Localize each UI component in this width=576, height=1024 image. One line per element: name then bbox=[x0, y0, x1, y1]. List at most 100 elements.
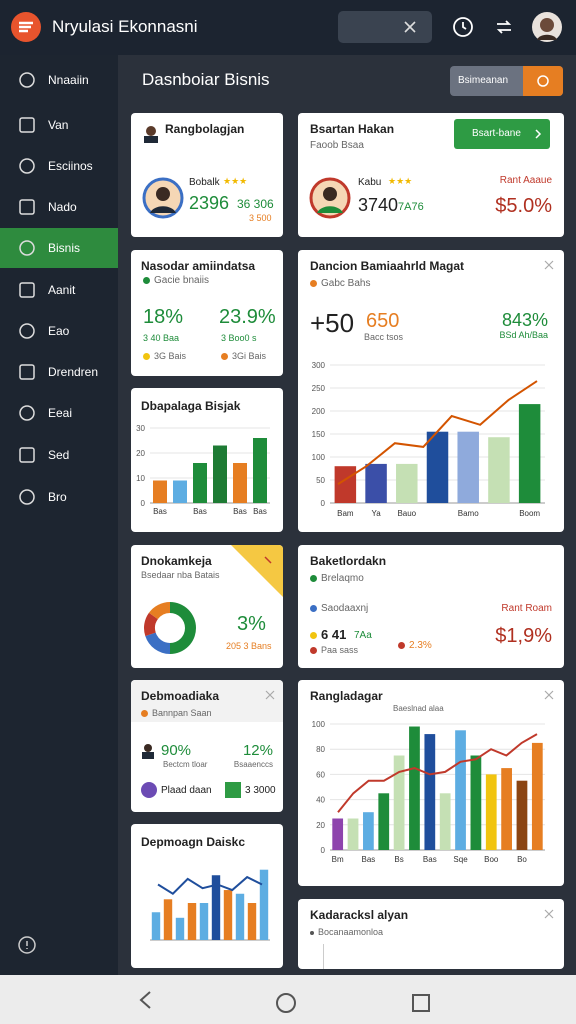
mini-avatar bbox=[144, 126, 158, 143]
sidebar-item[interactable]: Nnaaiin bbox=[0, 60, 118, 100]
bar bbox=[153, 480, 167, 503]
key-item: 3Gi Bais bbox=[221, 351, 266, 361]
close-icon[interactable] bbox=[544, 260, 554, 270]
history-icon[interactable] bbox=[452, 16, 474, 38]
legend-item: Bocanaamonloa bbox=[310, 927, 383, 937]
back-button[interactable] bbox=[138, 991, 154, 1009]
market-chart: 0 50 100 150 200 250 300 Bam Ya Bauo Bamo Boom bbox=[312, 361, 545, 518]
sidebar-label: Nnaaiin bbox=[48, 73, 89, 87]
bar bbox=[426, 431, 449, 503]
sidebar-item[interactable]: Esciinos bbox=[0, 146, 118, 186]
profile-stars: ★★★ bbox=[388, 177, 413, 187]
y-tick-label: 80 bbox=[316, 745, 325, 754]
sidebar-item[interactable]: Bisnis bbox=[0, 228, 118, 268]
bar bbox=[485, 774, 497, 850]
profile-right-label: Rant Aaaue bbox=[499, 175, 552, 186]
app-title: Nryulasi Ekonnasni bbox=[52, 17, 198, 36]
sidebar-item[interactable]: Eeai bbox=[0, 393, 118, 433]
sidebar-label: Bro bbox=[48, 490, 67, 504]
sidebar-item[interactable]: Nado bbox=[0, 187, 118, 227]
sidebar-item[interactable]: Aanit bbox=[0, 270, 118, 310]
bar bbox=[396, 463, 418, 503]
summary-value: 23.9% bbox=[219, 306, 276, 328]
debt-pill: 3 3000 bbox=[245, 785, 276, 796]
sidebar-item[interactable]: Drendren bbox=[0, 352, 118, 392]
y-tick-label: 50 bbox=[316, 476, 325, 485]
x-tick-label: Bs bbox=[394, 855, 403, 864]
bar bbox=[211, 875, 221, 940]
donut-sub: 205 3 Bans bbox=[226, 641, 272, 651]
bar bbox=[187, 903, 197, 940]
profile-button[interactable]: Bsart-bane bbox=[454, 119, 550, 149]
purple-badge bbox=[141, 782, 157, 798]
ranking-card: Rangladagar Baeslnad alaa 0 20 40 60 80 100 Bm… bbox=[298, 680, 564, 886]
trend-line bbox=[337, 733, 538, 813]
key-label: 3G Bais bbox=[154, 351, 187, 361]
y-tick-label: 20 bbox=[136, 449, 145, 458]
bar bbox=[332, 818, 344, 850]
legend-label: Gabc Bahs bbox=[321, 278, 371, 289]
x-tick-label: Bo bbox=[517, 855, 527, 864]
legend-item: Brelaqmo bbox=[310, 573, 364, 584]
y-tick-label: 10 bbox=[136, 474, 145, 483]
sidebar-icon bbox=[19, 117, 35, 133]
bar bbox=[233, 463, 247, 503]
bar bbox=[424, 734, 436, 850]
close-icon[interactable] bbox=[265, 690, 275, 700]
avatar[interactable] bbox=[532, 12, 562, 42]
rank-sub2: 3 500 bbox=[249, 213, 272, 223]
card-subtitle: Bsedaar nba Batais bbox=[141, 570, 220, 580]
legend-label: Bocanaamonloa bbox=[318, 927, 384, 937]
card-subtitle: Baeslnad alaa bbox=[393, 704, 444, 713]
y-tick-label: 0 bbox=[321, 499, 326, 508]
bar bbox=[455, 730, 466, 850]
nav-bar bbox=[0, 975, 576, 1024]
help-icon[interactable] bbox=[17, 935, 37, 955]
bar bbox=[531, 742, 543, 850]
icon-shape bbox=[19, 158, 35, 174]
sidebar-label: Nado bbox=[48, 200, 77, 214]
sidebar-item[interactable]: Van bbox=[0, 105, 118, 145]
x-tick-label: Bm bbox=[332, 855, 344, 864]
mini-avatar bbox=[142, 744, 154, 759]
bar bbox=[199, 903, 209, 940]
bar bbox=[334, 466, 357, 503]
debt-card: Debmoadiaka Bannpan Saan 90% 12% Bectcm … bbox=[131, 680, 283, 812]
y-tick-label: 30 bbox=[136, 424, 145, 433]
legend-dot bbox=[143, 276, 150, 284]
header-button-label: Bsimeanan bbox=[458, 75, 509, 86]
legend-dot bbox=[310, 930, 314, 935]
profile-sub: 7A76 bbox=[398, 201, 424, 213]
sidebar-item[interactable]: Eao bbox=[0, 311, 118, 351]
page-title: Dasnboiar Bisnis bbox=[142, 70, 270, 89]
key-dot bbox=[398, 641, 405, 649]
close-icon[interactable] bbox=[544, 690, 554, 700]
sidebar-label: Van bbox=[48, 118, 69, 132]
sidebar-item[interactable]: Sed bbox=[0, 435, 118, 475]
sidebar-icon bbox=[19, 489, 35, 505]
x-tick-label: Bamo bbox=[458, 509, 479, 518]
y-tick-label: 100 bbox=[312, 453, 326, 462]
basket-value: 6 41 bbox=[310, 627, 346, 642]
clear-icon[interactable] bbox=[404, 21, 416, 33]
sidebar-label: Esciinos bbox=[48, 159, 93, 173]
y-tick-label: 40 bbox=[316, 796, 325, 805]
sidebar-label: Eeai bbox=[48, 406, 73, 420]
bar bbox=[235, 893, 245, 940]
summary-sub: 3 40 Baa bbox=[143, 333, 180, 343]
legend-dot bbox=[310, 604, 317, 612]
card-title: Depmoagn Daiskc bbox=[141, 835, 246, 849]
bar bbox=[163, 899, 173, 940]
recents-button[interactable] bbox=[411, 993, 431, 1013]
search-box[interactable] bbox=[338, 11, 432, 43]
home-button[interactable] bbox=[275, 992, 297, 1014]
bar bbox=[488, 437, 510, 503]
card-title: Debmoadiaka bbox=[141, 689, 220, 703]
close-icon[interactable] bbox=[544, 909, 554, 919]
sidebar-item[interactable]: Bro bbox=[0, 477, 118, 517]
header-button-accent bbox=[523, 66, 563, 96]
header-button[interactable]: Bsimeanan bbox=[450, 66, 563, 96]
x-tick-label: Sqe bbox=[453, 855, 468, 864]
avatar-ring bbox=[142, 177, 184, 219]
sync-icon[interactable] bbox=[493, 16, 515, 38]
